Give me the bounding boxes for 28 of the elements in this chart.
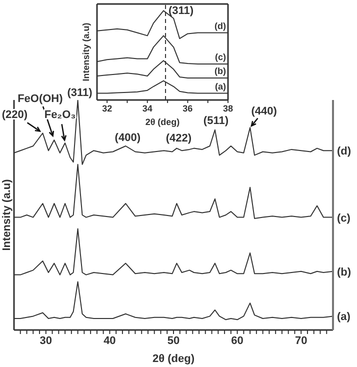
series-label: (d) [214, 20, 226, 31]
x-tick-label: 60 [231, 334, 244, 347]
annotation: (311) [168, 5, 194, 17]
x-tick-label: 36 [182, 103, 193, 114]
series-label: (c) [337, 212, 351, 224]
x-tick-label: 40 [104, 334, 116, 347]
x-tick-label: 30 [40, 334, 52, 347]
annotation: (422) [166, 132, 192, 144]
annotation: (440) [251, 106, 278, 118]
series-label: (d) [337, 146, 352, 158]
x-axis-title: 2θ (deg) [152, 353, 195, 365]
annotation: (311) [67, 87, 93, 99]
x-tick-label: 50 [167, 334, 180, 347]
x-axis-title: 2θ (deg) [145, 117, 180, 127]
x-tick-label: 32 [102, 103, 112, 114]
series-label: (c) [215, 52, 226, 62]
series-label: (a) [215, 81, 226, 92]
annotation: (400) [114, 132, 141, 144]
x-tick-label: 38 [222, 103, 234, 114]
series-label: (b) [337, 266, 352, 278]
y-axis-title: Intensity (a.u) [81, 22, 91, 82]
annotation: (511) [203, 114, 229, 127]
x-tick-label: 70 [294, 334, 308, 347]
x-tick-label: 34 [142, 103, 152, 114]
annotation: FeO(OH) [18, 93, 64, 106]
y-axis-title: Intensity (a.u) [1, 178, 13, 251]
series-label: (b) [214, 66, 226, 76]
series-label: (a) [337, 311, 351, 324]
